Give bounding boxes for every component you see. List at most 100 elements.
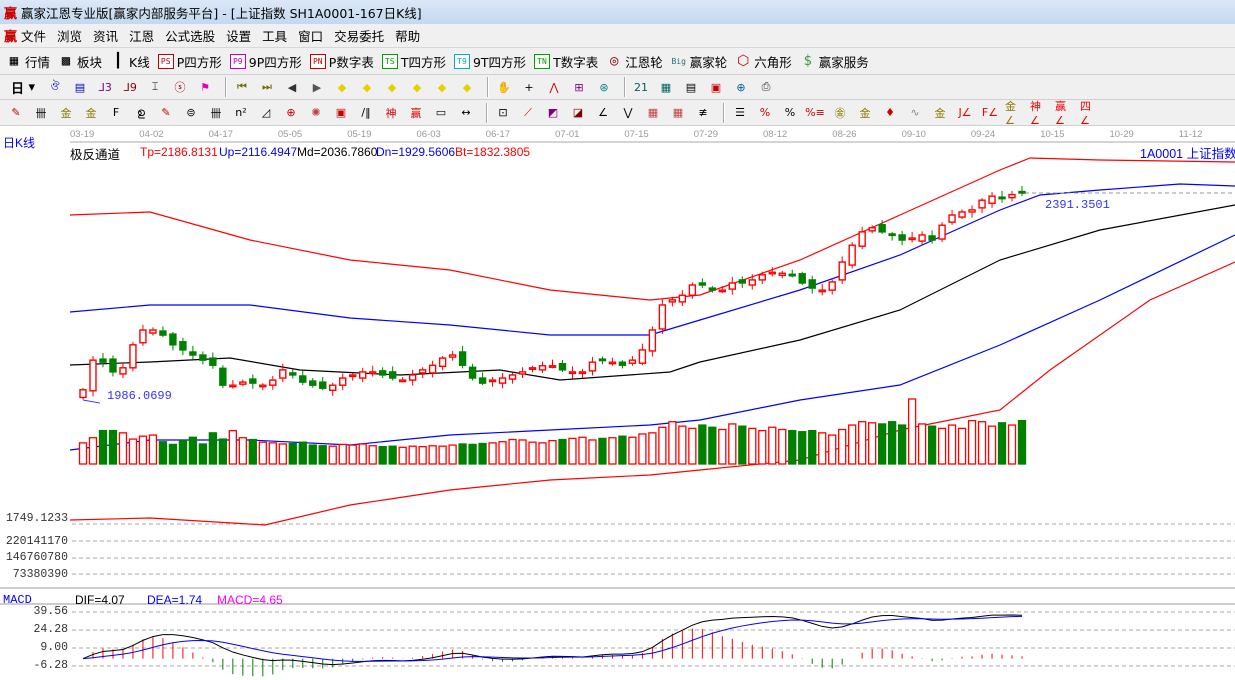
pct-line-icon[interactable]: % [759, 106, 771, 119]
menu-item[interactable]: 江恩 [129, 29, 155, 44]
f-angle-icon[interactable]: F∠ [981, 106, 999, 119]
chart-canvas[interactable] [0, 126, 1235, 680]
pen-icon[interactable]: ✎ [11, 106, 21, 119]
parallel-icon[interactable]: ≢ [698, 106, 708, 119]
toolbar-button-10[interactable]: Big 赢家轮 [671, 52, 728, 71]
toolbar-button-3[interactable]: PS P四方形 [157, 52, 222, 71]
save-icon[interactable]: ▣ [710, 80, 722, 94]
triangle-icon[interactable]: ◿ [261, 106, 271, 119]
target-icon[interactable]: ⊕ [286, 106, 296, 119]
flag-icon[interactable]: ⚑ [200, 80, 210, 94]
shrink-icon[interactable]: ◆ [437, 80, 447, 94]
menu-item[interactable]: 资讯 [93, 29, 119, 44]
percent-icon[interactable]: % [784, 106, 796, 119]
four-angle-icon[interactable]: 四∠ [1080, 100, 1091, 127]
menu-item[interactable]: 工具 [262, 29, 288, 44]
toolbar-button-11[interactable]: ⬡ 六角形 [735, 52, 792, 71]
menu-item[interactable]: 交易委托 [334, 29, 385, 44]
toolbar-button-4[interactable]: P9 9P四方形 [229, 52, 302, 71]
next-icon[interactable]: ▶ [312, 80, 322, 94]
angle-icon[interactable]: ∠ [598, 106, 608, 119]
toolbar-button-9[interactable]: ◎ 江恩轮 [606, 52, 663, 71]
gold-red-icon[interactable]: 金 [934, 106, 946, 120]
toolbar-button-12[interactable]: $ 赢家服务 [800, 52, 869, 71]
step3-icon[interactable]: ᒧ3 [98, 80, 112, 94]
web-icon[interactable]: ✺ [311, 106, 321, 119]
move-left-icon[interactable]: ◆ [337, 80, 347, 94]
toolbar-button-5[interactable]: PN P数字表 [309, 52, 374, 71]
first-icon[interactable]: ⏮ [237, 80, 247, 93]
notes-icon[interactable]: ▤ [685, 80, 697, 94]
calculator-icon[interactable]: ▦ [660, 80, 672, 94]
toolbar-button-8[interactable]: TN T数字表 [534, 52, 598, 71]
chart-area[interactable]: 03-19 04-02 04-17 05-05 05-19 06-03 06-17 07-01… [0, 126, 1235, 680]
toolbar-button-6[interactable]: TS T四方形 [381, 52, 446, 71]
ticks-icon[interactable]: 卌 [35, 106, 47, 120]
god-angle-icon[interactable]: 神∠ [1030, 100, 1041, 127]
menu-item[interactable]: 文件 [21, 29, 47, 44]
table-icon[interactable]: ☰ [735, 106, 745, 119]
line-tool-icon[interactable]: ⋀ [549, 80, 559, 94]
puzzle-icon[interactable]: ⊞ [574, 80, 584, 94]
menu-item[interactable]: 设置 [226, 29, 252, 44]
print-icon[interactable]: ⎙ [761, 80, 771, 93]
spiral-icon[interactable]: ഉ [137, 105, 145, 119]
calendar-icon[interactable]: 21 [634, 80, 648, 94]
gold-angle-icon[interactable]: 金∠ [1005, 100, 1016, 127]
gold1-icon[interactable]: 金 [60, 106, 72, 120]
shrink-h-icon[interactable]: ◆ [412, 80, 422, 94]
move-right-icon[interactable]: ◆ [362, 80, 372, 94]
expand-icon[interactable]: ◆ [462, 80, 472, 94]
chart-style-icon[interactable]: ঔ [50, 79, 60, 93]
gold-circle-icon[interactable]: ㊎ [834, 106, 846, 120]
box-icon[interactable]: ⊡ [498, 106, 508, 119]
toolbar-label: 赢家轮 [689, 54, 728, 70]
network-icon[interactable]: ⊕ [736, 80, 746, 94]
rocket-icon[interactable]: ♦ [885, 106, 895, 119]
lines-icon[interactable]: /‖ [361, 106, 371, 119]
toolbar-button-2[interactable]: ┃ K线 [110, 52, 150, 71]
fib-icon[interactable]: F [112, 106, 120, 119]
menu-item[interactable]: 窗口 [298, 29, 324, 44]
bars-icon[interactable]: 卌 [210, 106, 222, 120]
fan-grid-icon[interactable]: ◩ [547, 106, 559, 119]
menu-item[interactable]: 浏览 [57, 29, 83, 44]
wave-icon[interactable]: ⋁ [623, 106, 633, 119]
expand-h-icon[interactable]: ◆ [387, 80, 397, 94]
last-icon[interactable]: ⏭ [262, 80, 272, 93]
clipboard-icon[interactable]: ▤ [74, 80, 86, 94]
circle-ticks-icon[interactable]: ⊜ [186, 106, 196, 119]
sine-icon[interactable]: ∿ [910, 106, 920, 119]
prev-icon[interactable]: ◀ [287, 80, 297, 94]
pct-lines-icon[interactable]: %≡ [805, 106, 825, 119]
step9-icon[interactable]: ᒧ9 [123, 80, 137, 94]
j-angle-icon[interactable]: J∠ [958, 106, 972, 119]
fan-icon[interactable]: ⟋ [524, 105, 532, 119]
candle-type-icon[interactable]: ⌶ [151, 80, 159, 93]
period-select[interactable]: 日 ▾ [10, 79, 36, 97]
menu-item[interactable]: 公式选股 [165, 29, 216, 44]
win-angle-icon[interactable]: 赢∠ [1055, 100, 1066, 127]
god-icon[interactable]: 神 [385, 106, 397, 120]
square-n-icon[interactable]: n² [235, 106, 247, 119]
win-icon[interactable]: 赢 [410, 106, 422, 120]
toolbar-button-7[interactable]: T9 9T四方形 [453, 52, 526, 71]
width-icon[interactable]: ↔ [461, 106, 471, 119]
menu-logo[interactable]: 赢 [4, 30, 18, 45]
crosshair-icon[interactable]: + [524, 80, 534, 94]
fan-grid2-icon[interactable]: ◪ [572, 106, 584, 119]
gold2-icon[interactable]: 金 [85, 106, 97, 120]
toolbar-button-1[interactable]: ▩ 板块 [58, 52, 102, 71]
map-icon[interactable]: ⓢ [174, 81, 186, 94]
volume-bar [458, 443, 467, 465]
gold-lines-icon[interactable]: 金 [859, 106, 871, 120]
pattern-icon[interactable]: ⊛ [599, 80, 609, 94]
pen-ticks-icon[interactable]: ✎ [161, 106, 171, 119]
ruler-icon[interactable]: ▭ [435, 106, 447, 119]
grid-icon[interactable]: ▦ [647, 106, 659, 119]
menu-item[interactable]: 帮助 [395, 29, 421, 44]
square-web-icon[interactable]: ▣ [335, 106, 347, 119]
hand-icon[interactable]: ✋ [497, 80, 511, 94]
toolbar-button-0[interactable]: ▦ 行情 [6, 52, 50, 71]
grid2-icon[interactable]: ▦ [672, 106, 684, 119]
